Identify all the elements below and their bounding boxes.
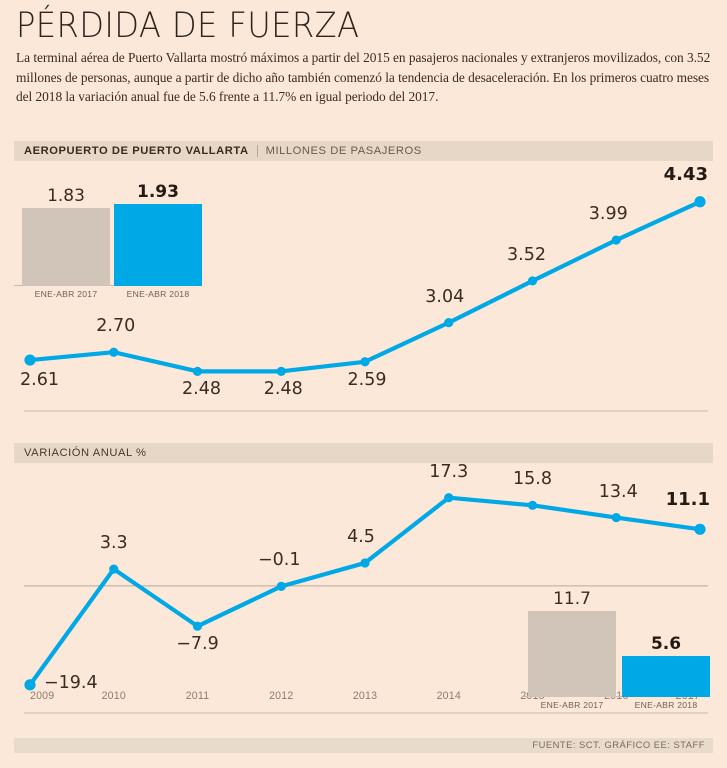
data-label-2014: 3.04 [425, 286, 465, 307]
data-point-marker [276, 366, 286, 376]
data-point-marker [276, 581, 286, 592]
section-header-pasajeros-subtitle: MILLONES DE PASAJEROS [265, 145, 422, 157]
data-label-2011: 2.48 [182, 379, 221, 400]
data-point-marker [527, 500, 538, 510]
data-point-marker [360, 357, 370, 367]
inset-bar-category-ene-abr-2017: ENE-ABR 2017 [34, 289, 98, 299]
data-point-marker [694, 523, 706, 535]
inset-bar-category-ene-abr-2018: ENE-ABR 2018 [634, 700, 698, 710]
data-label-2016: 13.4 [598, 481, 638, 502]
data-point-marker [444, 493, 454, 503]
data-label-2015: 3.52 [507, 244, 546, 265]
x-axis-tick-2011: 2011 [185, 690, 210, 702]
section-header-divider [256, 145, 258, 157]
data-label-2009: −19.4 [44, 672, 98, 693]
section-header-variacion-title: VARIACIÓN ANUAL % [24, 447, 147, 459]
data-point-marker [192, 621, 203, 631]
data-point-marker [192, 366, 203, 376]
data-label-2012: −0.1 [258, 550, 301, 571]
x-axis-tick-2012: 2012 [269, 690, 294, 702]
data-point-marker [109, 564, 119, 574]
data-label-2013: 4.5 [347, 526, 375, 547]
page-title: PÉRDIDA DE FUERZA [16, 6, 360, 46]
inset-bars-variacion: 11.7 ENE-ABR 2017 5.6 ENE-ABR 2018 [522, 589, 712, 711]
data-label-2010: 3.3 [99, 533, 128, 554]
data-label-2016: 3.99 [588, 204, 628, 225]
section-header-variacion: VARIACIÓN ANUAL % [14, 443, 713, 463]
inset-bar-ene-abr-2017 [22, 208, 110, 286]
data-label-2013: 2.59 [347, 369, 387, 390]
x-axis-tick-2010: 2010 [101, 690, 126, 702]
data-point-marker [109, 347, 119, 357]
inset-bar-value-ene-abr-2017: 11.7 [553, 589, 591, 609]
data-label-2017: 4.43 [663, 163, 708, 185]
x-axis-tick-2014: 2014 [436, 690, 461, 702]
data-point-marker [694, 196, 706, 208]
chart-pasajeros: 200920102011201220132014201520162017 2.6… [0, 163, 727, 702]
x-axis-tick-2009: 2009 [30, 690, 55, 702]
section-header-pasajeros: AEROPUERTO DE PUERTO VALLARTA MILLONES D… [14, 141, 713, 161]
data-point-marker [24, 679, 36, 691]
chart-variacion: 200920102011201220132014201520162017 −19… [0, 461, 727, 740]
standfirst-paragraph: La terminal aérea de Puerto Vallarta mos… [16, 50, 711, 105]
inset-bar-category-ene-abr-2018: ENE-ABR 2018 [126, 289, 190, 299]
data-point-marker [444, 318, 454, 328]
inset-bar-ene-abr-2018 [622, 656, 710, 697]
data-point-marker [527, 276, 538, 286]
inset-bar-value-ene-abr-2018: 5.6 [650, 634, 682, 654]
section-header-pasajeros-title: AEROPUERTO DE PUERTO VALLARTA [24, 145, 249, 157]
data-point-marker [360, 558, 370, 568]
source-credit: FUENTE: SCT. GRÁFICO EE: STAFF [532, 739, 705, 750]
data-label-2014: 17.3 [429, 461, 469, 482]
data-point-marker [611, 235, 621, 245]
inset-bar-value-ene-abr-2018: 1.93 [137, 182, 179, 202]
data-label-2009: 2.61 [20, 370, 59, 391]
data-label-2011: −7.9 [176, 634, 219, 655]
inset-bar-value-ene-abr-2017: 1.83 [47, 186, 85, 206]
x-axis-tick-2013: 2013 [352, 690, 378, 702]
footer-bar: FUENTE: SCT. GRÁFICO EE: STAFF [14, 738, 713, 753]
chart-pasajeros-canvas [24, 196, 708, 412]
data-label-2012: 2.48 [263, 379, 303, 400]
data-label-2015: 15.8 [513, 469, 552, 490]
inset-bar-ene-abr-2018 [114, 204, 202, 286]
chart-variacion-canvas [24, 493, 708, 714]
data-label-2010: 2.70 [96, 316, 136, 337]
inset-bar-category-ene-abr-2017: ENE-ABR 2017 [540, 700, 604, 710]
inset-bar-ene-abr-2017 [528, 611, 616, 697]
inset-bars-pasajeros: 1.83 ENE-ABR 2017 1.93 ENE-ABR 2018 [14, 175, 214, 300]
data-point-marker [24, 354, 36, 366]
data-point-marker [611, 512, 621, 523]
data-label-2017: 11.1 [665, 489, 710, 511]
